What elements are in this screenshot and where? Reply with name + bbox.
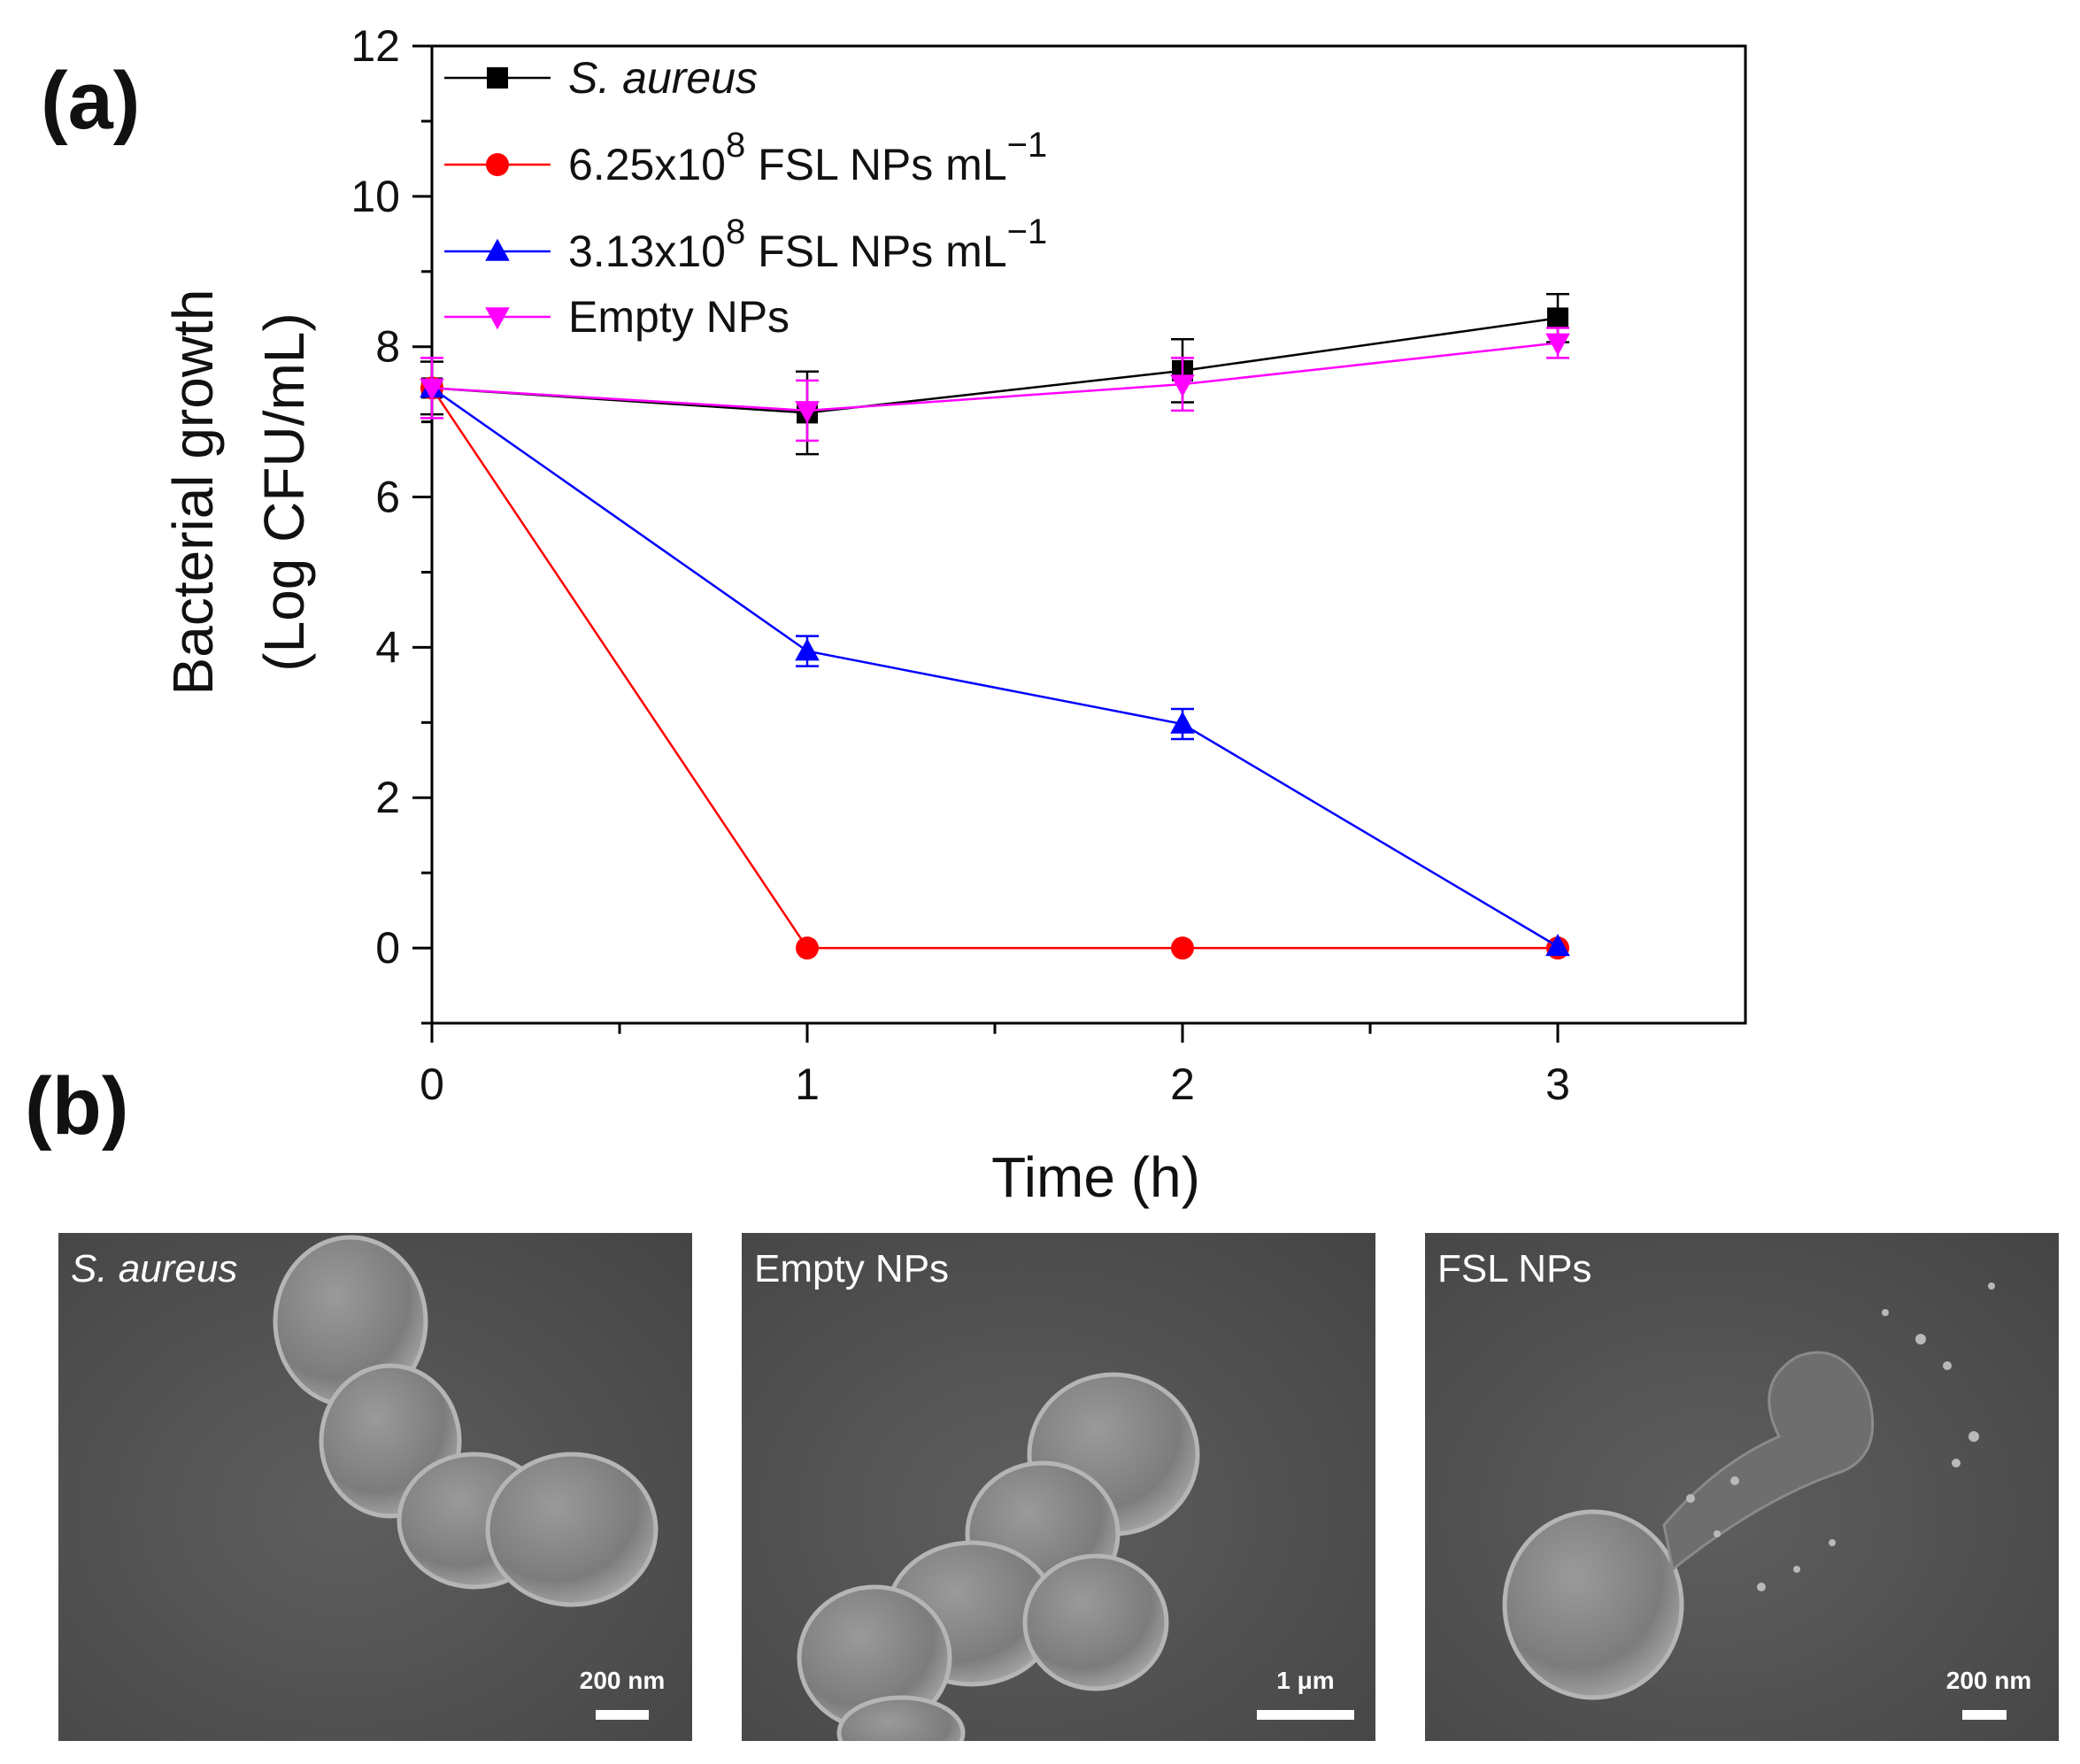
- data-point: [796, 936, 819, 960]
- x-tick-label: 2: [1170, 1059, 1195, 1109]
- sem-image-s-aureus: S. aureus 200 nm: [58, 1233, 692, 1741]
- series-4: [420, 327, 1570, 443]
- legend-label: Empty NPs: [568, 292, 790, 342]
- panel-b-label: (b): [25, 1061, 129, 1152]
- y-tick-label: 12: [351, 21, 400, 71]
- data-point: [795, 401, 820, 424]
- data-point: [1171, 936, 1194, 960]
- legend-label: 3.13x108 FSL NPs mL−1: [568, 212, 1047, 276]
- legend-entry-4: Empty NPs: [444, 292, 790, 342]
- x-axis-label: Time (h): [991, 1145, 1200, 1209]
- sem-label-empty-nps: Empty NPs: [754, 1247, 950, 1290]
- sem-label-s-aureus: S. aureus: [71, 1247, 238, 1290]
- scale-bar: [1257, 1710, 1354, 1720]
- data-point: [1170, 374, 1195, 397]
- series-line: [431, 387, 1559, 948]
- data-point: [1545, 933, 1570, 957]
- panel-a-label: (a): [41, 56, 141, 146]
- y-tick-label: 10: [351, 172, 400, 221]
- y-axis-label-units: (Log CFU/mL): [252, 312, 316, 671]
- sem-image-fsl-nps: FSL NPs 200 nm: [1425, 1233, 2059, 1741]
- scale-bar-group: 200 nm: [1931, 1667, 2046, 1729]
- data-point: [1170, 711, 1195, 734]
- y-tick-label: 6: [375, 473, 400, 522]
- legend-entry-2: 6.25x108 FSL NPs mL−1: [444, 126, 1047, 189]
- series-line: [431, 317, 1559, 414]
- data-point: [420, 378, 444, 401]
- sem-image-empty-nps: Empty NPs 1 μm: [742, 1233, 1375, 1741]
- scale-bar: [596, 1710, 649, 1720]
- legend-label: 6.25x108 FSL NPs mL−1: [568, 126, 1047, 189]
- legend-label: S. aureus: [568, 53, 758, 103]
- x-tick-label: 0: [420, 1059, 444, 1109]
- plot-frame: [430, 44, 1747, 1025]
- legend-marker: [485, 238, 510, 261]
- scale-bar-label: 200 nm: [579, 1667, 666, 1694]
- scale-bar-label: 1 μm: [1276, 1667, 1335, 1694]
- y-tick-label: 4: [375, 622, 400, 672]
- series-line: [430, 387, 1558, 950]
- data-point: [1547, 307, 1568, 329]
- y-tick-label: 0: [375, 923, 400, 973]
- scale-bar-group: 1 μm: [1248, 1667, 1363, 1729]
- scale-bar: [1962, 1710, 2007, 1720]
- legend-marker: [487, 67, 508, 89]
- series-2: [420, 376, 1569, 960]
- series-line: [431, 342, 1559, 412]
- scale-bar-group: 200 nm: [565, 1667, 680, 1729]
- x-tick-label: 1: [795, 1059, 820, 1109]
- legend-entry-1: S. aureus: [444, 53, 758, 103]
- y-tick-label: 2: [375, 773, 400, 822]
- scale-bar-label: 200 nm: [1945, 1667, 2032, 1694]
- sem-cells-graphic-3: [1502, 1283, 1995, 1700]
- sem-label-fsl-nps: FSL NPs: [1437, 1247, 1592, 1290]
- legend-marker: [485, 307, 510, 330]
- data-point: [1545, 333, 1570, 356]
- y-tick-label: 8: [375, 322, 400, 372]
- legend-entry-3: 3.13x108 FSL NPs mL−1: [444, 212, 1047, 276]
- series-3: [420, 375, 1570, 957]
- y-axis-label: Bacterial growth: [161, 289, 225, 696]
- x-tick-label: 3: [1545, 1059, 1570, 1109]
- sem-cells-graphic-1: [273, 1235, 659, 1607]
- sem-cells-graphic-2: [797, 1372, 1200, 1741]
- data-point: [795, 638, 820, 661]
- legend-marker: [486, 153, 509, 176]
